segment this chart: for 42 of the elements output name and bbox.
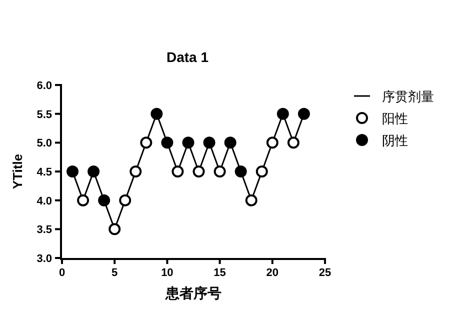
- legend-label: 阳性: [382, 112, 408, 127]
- y-tick-label: 6.0: [36, 80, 52, 92]
- point: [287, 136, 300, 149]
- point: [130, 166, 142, 178]
- x-tick-label: 25: [318, 267, 332, 279]
- point: [119, 194, 132, 206]
- x-tick-label: 10: [161, 267, 174, 279]
- y-tick-label: 4.5: [36, 166, 52, 178]
- x-tick-label: 0: [58, 267, 66, 279]
- point: [98, 194, 110, 206]
- point: [108, 223, 121, 236]
- point: [203, 136, 216, 149]
- y-tick-label: 5.5: [36, 108, 52, 121]
- point: [140, 136, 152, 149]
- point: [298, 108, 310, 120]
- point: [234, 166, 247, 178]
- point: [256, 166, 268, 178]
- y-axis-title: YTitle: [10, 154, 25, 190]
- x-tick-label: 15: [214, 267, 226, 279]
- point: [214, 166, 226, 178]
- chart-title: Data 1: [166, 49, 209, 65]
- point: [66, 166, 79, 178]
- y-tick-label: 4.0: [36, 195, 52, 208]
- point: [266, 136, 278, 149]
- point: [172, 166, 184, 178]
- point: [150, 108, 163, 120]
- point: [276, 108, 289, 120]
- y-tick-label: 5.0: [36, 138, 52, 150]
- legend-label: 序贯剂量: [382, 89, 434, 105]
- point: [182, 136, 194, 149]
- point: [161, 136, 174, 149]
- point: [224, 136, 236, 149]
- y-tick-label: 3.0: [36, 253, 52, 265]
- y-tick-label: 3.5: [36, 224, 52, 236]
- x-tick-label: 20: [266, 267, 279, 279]
- x-axis-title: 患者序号: [164, 285, 222, 301]
- point: [245, 194, 258, 206]
- x-tick-label: 5: [112, 267, 118, 279]
- point: [192, 166, 205, 178]
- point: [88, 166, 100, 178]
- point: [77, 194, 90, 206]
- legend-label: 阴性: [382, 134, 408, 149]
